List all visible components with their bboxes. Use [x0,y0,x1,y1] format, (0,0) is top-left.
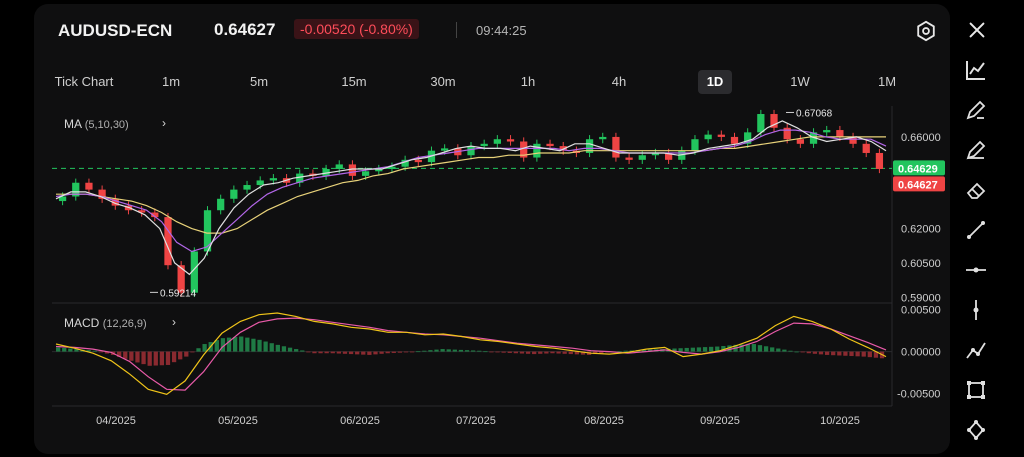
symbol-title[interactable]: AUDUSD-ECN [58,21,173,40]
macd-indicator-name: MACD [64,316,100,330]
horizontal-line-icon[interactable] [964,258,988,282]
line-chart-icon[interactable] [964,58,988,82]
drawing-toolbar [958,58,994,448]
pencil-icon[interactable] [964,98,988,122]
settings-icon[interactable] [915,20,937,42]
ma-indicator-label[interactable]: MA (5,10,30) [64,117,129,131]
price-change-badge: -0.00520 (-0.80%) [294,19,419,39]
tab-15m[interactable]: 15m [341,74,367,89]
macd-expand-chevron-icon[interactable]: › [172,315,176,329]
tab-tick-chart[interactable]: Tick Chart [54,74,114,89]
tab-1m[interactable]: 1m [161,74,181,89]
trend-line-icon[interactable] [964,218,988,242]
current-price: 0.64627 [214,20,276,39]
ma-expand-chevron-icon[interactable]: › [162,116,166,130]
ma-indicator-name: MA [64,117,82,131]
header: AUDUSD-ECN [58,18,172,44]
macd-indicator-params: (12,26,9) [102,318,147,330]
server-time: 09:44:25 [476,23,527,38]
tab-1m[interactable]: 1M [877,74,897,89]
pencil-alt-icon[interactable] [964,138,988,162]
rectangle-icon[interactable] [964,378,988,402]
header-divider [456,22,457,38]
macd-indicator-label[interactable]: MACD (12,26,9) [64,316,147,330]
node-icon[interactable] [964,418,988,442]
ma-indicator-params: (5,10,30) [84,119,129,131]
vertical-line-icon[interactable] [964,298,988,322]
timeframe-tabs: Tick Chart 1m 5m 15m 30m 1h 4h 1D 1W 1M [52,70,902,94]
close-icon[interactable] [966,19,988,41]
tab-5m[interactable]: 5m [249,74,269,89]
tab-1d[interactable]: 1D [698,70,732,94]
tab-1h[interactable]: 1h [520,74,536,89]
tab-4h[interactable]: 4h [611,74,627,89]
eraser-icon[interactable] [964,178,988,202]
tab-1w[interactable]: 1W [790,74,810,89]
tab-30m[interactable]: 30m [430,74,456,89]
polyline-icon[interactable] [964,338,988,362]
